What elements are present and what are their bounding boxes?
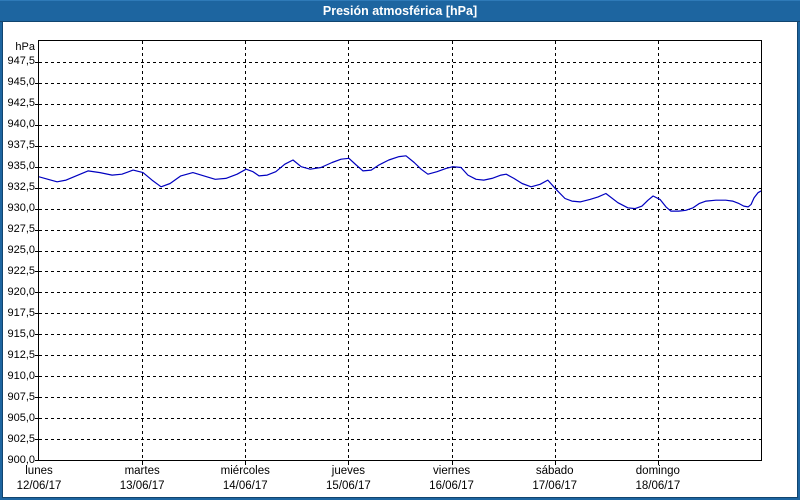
y-axis-unit-label: hPa [15,41,35,53]
x-axis-tick [348,461,349,465]
y-axis-tick-label: 947,5 [7,55,35,68]
day-date: 16/06/17 [429,480,474,492]
y-axis-tick-label: 900,0 [7,453,35,466]
y-axis-tick [35,397,39,398]
y-axis-tick-label: 927,5 [7,223,35,236]
x-axis-day-label: sábado 17/06/17 [495,464,615,494]
y-axis-tick [35,460,39,461]
y-axis-tick-label: 915,0 [7,327,35,340]
day-date: 14/06/17 [222,480,268,492]
x-axis-day-label: miércoles 14/06/17 [185,464,305,494]
y-axis-tick-label: 940,0 [7,118,35,131]
day-name: viernes [433,465,471,477]
pressure-series-line [39,155,761,212]
y-axis-tick-label: 925,0 [7,244,35,256]
y-axis-tick [35,125,39,126]
pressure-line-chart [39,41,761,460]
y-axis-tick-label: 930,0 [7,202,35,215]
plot-area [38,40,762,461]
y-axis-tick [35,146,39,147]
y-axis-tick-label: 945,0 [7,76,35,89]
y-axis-tick [35,83,39,84]
y-axis-tick [35,167,39,168]
chart-area: hPa 947,5 945,0 942,5 940,0 937,5 935,0 932,5 9… [0,21,798,498]
day-name: domingo [635,465,680,477]
y-axis-tick-label: 922,5 [7,264,35,277]
y-axis-tick-label: 935,0 [7,160,35,173]
x-axis-tick [245,461,246,465]
x-axis-tick [452,461,453,465]
y-axis-tick [35,209,39,210]
y-axis-tick-label: 910,0 [7,369,35,382]
day-date: 15/06/17 [326,480,371,492]
day-date: 12/06/17 [16,480,62,492]
x-axis-tick [142,461,143,465]
y-axis-tick-label: 907,5 [7,390,35,403]
x-axis-day-label: lunes 12/06/17 [0,464,99,494]
y-axis-tick [35,418,39,419]
y-axis-tick [35,313,39,314]
day-name: miércoles [220,465,270,477]
y-axis-tick [35,376,39,377]
day-name: martes [124,465,160,477]
pressure-series [39,155,761,212]
y-axis-tick-label: 942,5 [7,97,35,110]
day-date: 18/06/17 [635,480,681,492]
y-axis-tick-label: 902,5 [7,432,35,445]
y-axis-tick [35,271,39,272]
y-axis-tick [35,292,39,293]
day-name: lunes [25,465,53,477]
y-axis-tick [35,334,39,335]
y-axis-tick [35,355,39,356]
y-axis-tick [35,439,39,440]
window-title: Presión atmosférica [hPa] [322,4,478,18]
y-axis-tick [35,104,39,105]
y-axis-tick-label: 905,0 [7,411,35,424]
x-axis-day-label: viernes 16/06/17 [392,464,512,494]
x-axis-day-label: martes 13/06/17 [82,464,202,494]
y-axis-tick [35,230,39,231]
y-axis-tick-label: 912,5 [7,348,35,361]
grid-lines [39,41,761,460]
y-axis-tick-label: 937,5 [7,139,35,152]
x-axis-tick [658,461,659,465]
day-date: 13/06/17 [119,480,165,492]
y-axis-tick [35,188,39,189]
y-axis-tick-label: 920,0 [7,285,35,298]
y-axis-tick [35,62,39,63]
y-axis-tick [35,251,39,252]
x-axis-tick [555,461,556,465]
day-date: 17/06/17 [532,480,578,492]
title-bar[interactable]: Presión atmosférica [hPa] [0,0,800,22]
x-axis-day-label: jueves 15/06/17 [288,464,408,494]
x-axis-day-label: domingo 18/06/17 [598,464,718,494]
day-name: jueves [331,465,366,477]
y-axis-tick-label: 917,5 [7,306,35,319]
y-axis-tick-label: 932,5 [7,181,35,194]
day-name: sábado [535,465,574,477]
